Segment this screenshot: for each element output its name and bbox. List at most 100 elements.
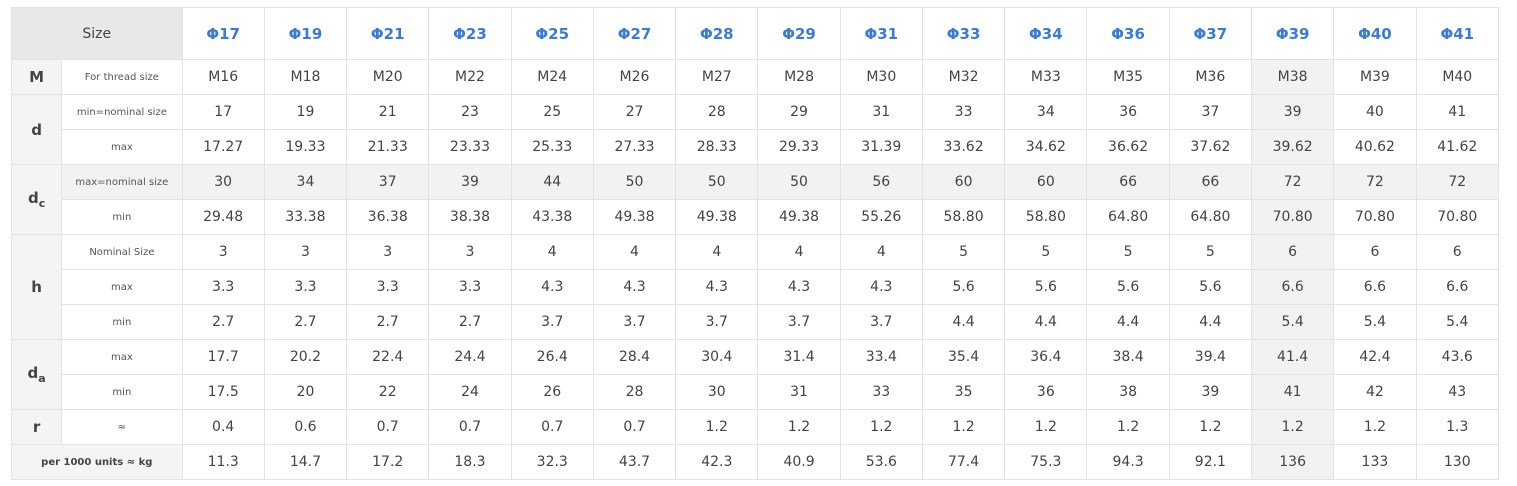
size-column-header: Φ28	[675, 7, 759, 60]
weight-value-cell: 32.3	[510, 444, 594, 480]
weight-value-cell: 40.9	[757, 444, 841, 480]
value-cell: 28.4	[592, 339, 677, 375]
value-cell: 44	[510, 164, 594, 200]
value-cell: M27	[675, 59, 759, 95]
size-column-header: Φ34	[1004, 7, 1088, 60]
spec-row: dc max=nominal size 30 34 37 39 44 50 50 50 56 60 60…	[10, 164, 1500, 235]
value-cell: 41.4	[1250, 339, 1335, 375]
value-cell: 6	[1250, 234, 1335, 270]
value-cell: 36.62	[1086, 129, 1170, 165]
value-cell: 30	[181, 164, 265, 200]
value-cell: 66	[1086, 164, 1170, 200]
value-cell: 3.3	[428, 269, 512, 305]
size-column-header: Φ27	[592, 7, 677, 60]
value-cell: 23	[428, 94, 512, 130]
weight-value-cell: 17.2	[346, 444, 430, 480]
value-cell: 29.33	[757, 129, 841, 165]
value-cell: 34	[263, 164, 348, 200]
value-cell: 4.3	[675, 269, 759, 305]
sub-parameter-label: min	[61, 304, 183, 340]
value-cell: 24.4	[428, 339, 512, 375]
value-cell: 17.5	[181, 374, 265, 410]
value-cell: 1.2	[921, 409, 1006, 445]
value-cell: 33	[839, 374, 923, 410]
value-cell: 38.38	[428, 199, 512, 235]
parameter-label: d	[10, 94, 63, 165]
value-cell: 22	[346, 374, 430, 410]
spec-row: M For thread size M16 M18 M20 M22 M24 M26 M27 M28…	[10, 59, 1500, 95]
value-cell: 34.62	[1004, 129, 1088, 165]
value-cell: 72	[1333, 164, 1417, 200]
sub-parameter-label: Nominal Size	[61, 234, 183, 270]
value-cell: 4.4	[921, 304, 1006, 340]
value-cell: 3	[428, 234, 512, 270]
value-cell: 4	[510, 234, 594, 270]
value-cell: 19	[263, 94, 348, 130]
value-cell: 39	[428, 164, 512, 200]
value-cell: 56	[839, 164, 923, 200]
sub-parameter-label: min=nominal size	[61, 94, 183, 130]
value-cell: 0.7	[510, 409, 594, 445]
value-cell: 5	[1086, 234, 1170, 270]
value-cell: 25	[510, 94, 594, 130]
value-cell: 35.4	[921, 339, 1006, 375]
parameter-label: r	[10, 409, 63, 445]
sub-parameter-label: min	[61, 374, 183, 410]
value-cell: 17	[181, 94, 265, 130]
value-cell: 30	[675, 374, 759, 410]
value-cell: 0.6	[263, 409, 348, 445]
value-cell: 49.38	[757, 199, 841, 235]
value-cell: M35	[1086, 59, 1170, 95]
value-cell: 5.4	[1250, 304, 1335, 340]
value-cell: 4.4	[1004, 304, 1088, 340]
value-cell: 50	[592, 164, 677, 200]
sub-parameter-label: ≈	[61, 409, 183, 445]
value-cell: 60	[1004, 164, 1088, 200]
value-cell: 42.4	[1333, 339, 1417, 375]
value-cell: 5.6	[921, 269, 1006, 305]
size-column-header: Φ33	[921, 7, 1006, 60]
value-cell: 33.4	[839, 339, 923, 375]
parameter-subscript: c	[38, 197, 46, 210]
value-cell: 42	[1333, 374, 1417, 410]
value-cell: 39	[1250, 94, 1335, 130]
value-cell: M30	[839, 59, 923, 95]
value-cell: 28.33	[675, 129, 759, 165]
value-cell: 70.80	[1415, 199, 1500, 235]
value-cell: M20	[346, 59, 430, 95]
spec-row: h Nominal Size 3 3 3 3 4 4 4 4 4 5 5 5 5 6 6 6	[10, 234, 1500, 340]
value-cell: 33.38	[263, 199, 348, 235]
value-cell: 41	[1415, 94, 1500, 130]
sub-parameter-label: max	[61, 129, 183, 165]
value-cell: 64.80	[1086, 199, 1170, 235]
value-cell: M38	[1250, 59, 1335, 95]
value-cell: 36.38	[346, 199, 430, 235]
value-cell: M33	[1004, 59, 1088, 95]
parameter-symbol: r	[32, 418, 41, 436]
spec-row: min 2.7 2.7 2.7 2.7 3.7 3.7 3.7 3.7 3.7 4.4 4.4 4.4 4…	[12, 304, 1500, 340]
spec-row: d min=nominal size 17 19 21 23 25 27 28 29 31 33 34 3…	[10, 94, 1500, 165]
spec-table-body: M For thread size M16 M18 M20 M22 M24 M26 M27 M28…	[10, 59, 1500, 480]
value-cell: 4.3	[592, 269, 677, 305]
parameter-label: M	[10, 59, 63, 95]
sub-parameter-label: min	[61, 199, 183, 235]
value-cell: 1.2	[1168, 409, 1253, 445]
value-cell: 33.62	[921, 129, 1006, 165]
weight-value-cell: 75.3	[1004, 444, 1088, 480]
value-cell: 0.4	[181, 409, 265, 445]
value-cell: 37	[346, 164, 430, 200]
value-cell: 24	[428, 374, 512, 410]
sub-parameter-label: max	[61, 269, 183, 305]
weight-value-cell: 53.6	[839, 444, 923, 480]
value-cell: 36	[1086, 94, 1170, 130]
value-cell: 4.4	[1168, 304, 1253, 340]
size-column-header: Φ19	[263, 7, 348, 60]
value-cell: 3.7	[510, 304, 594, 340]
value-cell: 2.7	[346, 304, 430, 340]
weight-value-cell: 14.7	[263, 444, 348, 480]
value-cell: 31	[757, 374, 841, 410]
value-cell: 39	[1168, 374, 1253, 410]
value-cell: 5.6	[1004, 269, 1088, 305]
weight-value-cell: 94.3	[1086, 444, 1170, 480]
value-cell: 4	[839, 234, 923, 270]
